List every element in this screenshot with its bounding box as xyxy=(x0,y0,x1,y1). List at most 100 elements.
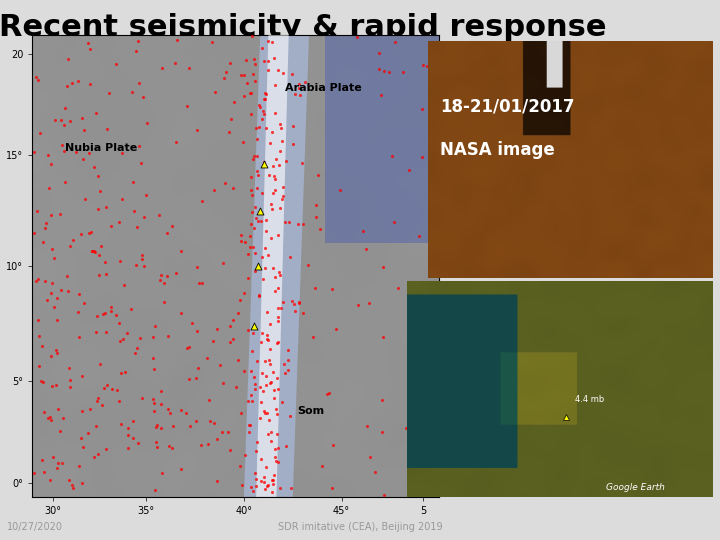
Point xyxy=(171,137,182,146)
Point xyxy=(93,251,104,259)
Point xyxy=(249,267,261,275)
Point xyxy=(240,56,251,64)
Point xyxy=(251,356,262,365)
Point xyxy=(36,341,48,350)
Point xyxy=(42,150,54,159)
Point xyxy=(65,117,76,125)
Point xyxy=(266,488,277,496)
Point xyxy=(246,483,257,491)
Point xyxy=(250,124,261,132)
Point xyxy=(274,146,286,155)
Point xyxy=(287,140,299,149)
Text: NASA image: NASA image xyxy=(440,140,554,159)
Point xyxy=(270,404,282,413)
Point xyxy=(293,79,305,88)
Point xyxy=(261,335,273,343)
Point xyxy=(242,274,253,282)
Point xyxy=(32,275,43,284)
Point xyxy=(34,361,45,370)
Point xyxy=(167,422,179,430)
Text: 27/01/2017
5.3 Mw: 27/01/2017 5.3 Mw xyxy=(40,343,127,375)
Point xyxy=(208,185,220,194)
Point xyxy=(257,274,269,283)
Point xyxy=(78,299,90,307)
Point xyxy=(89,453,100,461)
Point xyxy=(263,37,274,45)
Point xyxy=(45,289,56,298)
Point xyxy=(82,39,94,48)
Point xyxy=(222,428,234,437)
Point xyxy=(256,114,268,123)
Point xyxy=(129,348,140,357)
Point xyxy=(249,202,261,211)
Point xyxy=(151,421,163,429)
Point xyxy=(389,38,400,46)
Point xyxy=(96,310,108,319)
Point xyxy=(429,487,441,495)
Point xyxy=(297,309,308,318)
Text: Recent seismicity & rapid response: Recent seismicity & rapid response xyxy=(0,14,606,43)
Point xyxy=(272,443,284,452)
Point xyxy=(175,406,186,415)
Point xyxy=(91,311,103,320)
Point xyxy=(246,208,258,217)
Point xyxy=(351,32,362,41)
Text: Som: Som xyxy=(297,406,324,416)
Point xyxy=(251,474,262,483)
Point xyxy=(277,183,289,191)
Point xyxy=(137,255,148,264)
Point xyxy=(147,395,158,403)
Point xyxy=(269,172,280,180)
Point xyxy=(55,115,67,124)
Point xyxy=(276,304,287,313)
Point xyxy=(233,356,244,364)
Point xyxy=(271,458,283,467)
Point xyxy=(265,377,276,386)
Point xyxy=(274,204,286,212)
Point xyxy=(262,65,274,74)
Point xyxy=(246,347,258,355)
Point xyxy=(51,315,63,324)
Point xyxy=(251,438,263,447)
Point xyxy=(289,307,300,315)
Point xyxy=(321,390,333,399)
Point xyxy=(268,368,279,376)
Point xyxy=(238,367,250,375)
Point xyxy=(269,453,281,462)
Point xyxy=(175,309,186,318)
Point xyxy=(260,123,271,132)
Point xyxy=(256,329,268,338)
Point xyxy=(324,389,336,397)
Point xyxy=(261,372,272,380)
Point xyxy=(245,110,256,118)
Point xyxy=(51,348,63,357)
Point xyxy=(130,47,142,56)
Point xyxy=(191,327,202,335)
Point xyxy=(38,407,50,416)
Point xyxy=(136,251,148,260)
Point xyxy=(276,398,288,407)
Point xyxy=(245,390,256,399)
Point xyxy=(153,211,165,219)
Point xyxy=(244,242,256,251)
Point xyxy=(249,469,261,477)
Point xyxy=(264,171,275,179)
Point xyxy=(269,54,280,63)
Point xyxy=(260,380,271,389)
Point xyxy=(116,195,127,204)
Point xyxy=(61,82,73,90)
Point xyxy=(73,290,84,299)
Point xyxy=(263,57,274,65)
Point xyxy=(256,253,268,261)
Point xyxy=(171,36,183,44)
Point xyxy=(101,327,112,336)
Point xyxy=(32,76,44,85)
Point xyxy=(253,123,265,132)
Point xyxy=(277,192,289,200)
Point xyxy=(238,289,250,298)
Point xyxy=(76,407,87,415)
Point xyxy=(64,376,76,384)
Point xyxy=(94,359,105,368)
Point xyxy=(62,55,73,64)
Point xyxy=(176,464,187,473)
